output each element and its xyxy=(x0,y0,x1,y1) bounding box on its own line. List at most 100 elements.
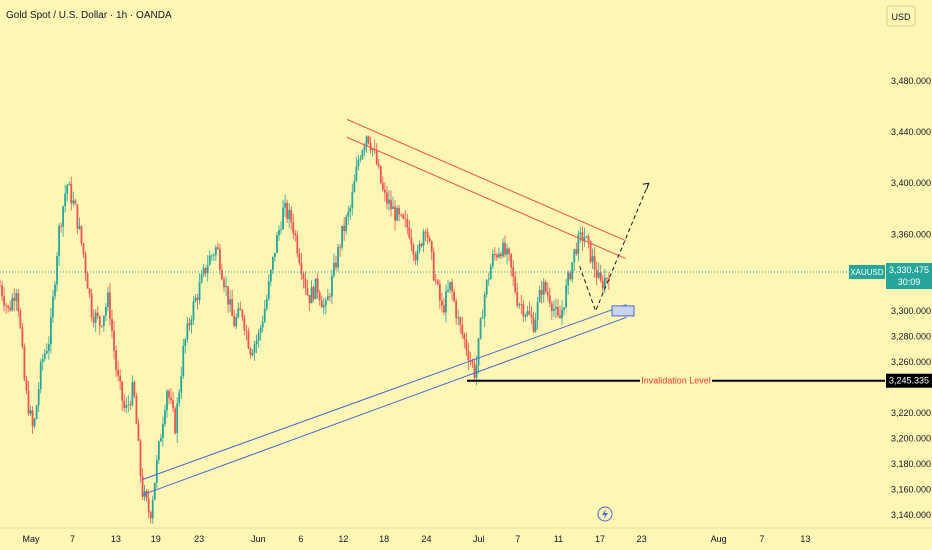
candle-body xyxy=(326,296,329,301)
candle-body xyxy=(107,292,109,308)
candle-body xyxy=(88,288,91,294)
candle-body xyxy=(479,318,482,339)
candle-body xyxy=(324,300,327,306)
lightning-icon[interactable] xyxy=(597,506,613,522)
candle-body xyxy=(410,237,413,245)
candle-body xyxy=(475,365,478,378)
candle-body xyxy=(288,210,291,220)
candle-body xyxy=(278,229,280,236)
candle-body xyxy=(349,207,352,212)
candle-body xyxy=(223,279,225,288)
candle-body xyxy=(153,482,156,500)
time-tick-label: 7 xyxy=(70,534,75,544)
candles-group xyxy=(0,135,610,524)
candle-body xyxy=(457,317,460,319)
candle-body xyxy=(245,330,248,332)
candle-body xyxy=(64,193,67,207)
candle-body xyxy=(0,285,1,287)
candle-body xyxy=(524,315,527,317)
candle-body xyxy=(536,302,539,320)
candle-body xyxy=(518,304,521,306)
time-tick-label: 24 xyxy=(422,534,432,544)
candle-body xyxy=(302,273,305,279)
projection-path[interactable] xyxy=(579,183,650,313)
target-zone-box[interactable] xyxy=(611,305,635,317)
candle-body xyxy=(328,296,331,297)
candle-body xyxy=(231,299,234,317)
candle-body xyxy=(78,226,81,229)
candle-body xyxy=(137,423,140,441)
candle-body xyxy=(9,307,12,311)
candle-body xyxy=(96,312,99,317)
candle-body xyxy=(247,331,250,349)
candle-body xyxy=(449,281,451,290)
candle-body xyxy=(440,300,443,306)
candle-body xyxy=(483,294,486,318)
candle-body xyxy=(23,346,26,380)
candle-body xyxy=(603,277,606,289)
candle-body xyxy=(13,297,16,301)
candle-body xyxy=(210,255,213,257)
candle-body xyxy=(599,272,602,281)
candle-body xyxy=(310,287,313,304)
invalidation-value-tag-bg xyxy=(886,373,932,388)
candle-body xyxy=(532,317,535,332)
candle-body xyxy=(398,207,401,215)
currency-button[interactable] xyxy=(886,5,916,27)
candle-body xyxy=(388,199,390,204)
candle-body xyxy=(265,298,268,309)
candle-body xyxy=(102,315,105,326)
candle-body xyxy=(555,307,557,309)
candle-body xyxy=(194,297,197,302)
candle-body xyxy=(208,255,211,266)
candle-body xyxy=(1,285,3,297)
candle-body xyxy=(400,214,403,216)
candle-body xyxy=(255,340,258,345)
candle-body xyxy=(192,301,195,320)
resistance-trendline-lower[interactable] xyxy=(346,136,626,260)
price-tick-label: 3,280.000 xyxy=(891,331,931,341)
candle-body xyxy=(92,317,95,323)
price-tick-label: 3,160.000 xyxy=(891,485,931,495)
candle-body xyxy=(243,317,246,331)
candle-body xyxy=(381,183,384,190)
support-trendline-lower[interactable] xyxy=(142,316,627,496)
candle-body xyxy=(534,319,537,332)
candle-body xyxy=(526,311,529,316)
candle-body xyxy=(432,251,435,281)
candle-body xyxy=(162,424,164,438)
candle-body xyxy=(135,395,138,424)
candle-body xyxy=(76,204,79,229)
candle-body xyxy=(86,272,89,289)
candle-body xyxy=(406,219,409,228)
support-trendline-upper[interactable] xyxy=(142,304,627,480)
candle-body xyxy=(125,405,128,408)
candle-body xyxy=(182,346,185,377)
candle-body xyxy=(351,192,354,208)
candle-body xyxy=(298,253,301,263)
candle-body xyxy=(424,231,427,233)
candle-body xyxy=(557,307,559,316)
resistance-trendline-upper[interactable] xyxy=(346,118,626,242)
candle-body xyxy=(510,253,513,268)
candle-body xyxy=(19,311,22,328)
candle-body xyxy=(214,247,217,256)
candle-body xyxy=(147,498,150,513)
candle-body xyxy=(159,437,162,442)
candle-body xyxy=(418,243,421,251)
candle-body xyxy=(392,206,394,210)
candle-body xyxy=(33,418,36,427)
candle-body xyxy=(300,262,303,274)
candle-body xyxy=(100,325,103,327)
current-price-tag: XAUUSD 3,330.475 30:09 xyxy=(849,263,932,290)
candle-body xyxy=(538,290,541,303)
candle-body xyxy=(202,267,205,275)
candle-body xyxy=(322,305,325,308)
candle-body xyxy=(7,305,10,308)
candle-body xyxy=(123,400,126,408)
bar-countdown: 30:09 xyxy=(898,277,921,287)
candle-body xyxy=(31,410,34,427)
candle-body xyxy=(359,158,362,160)
candle-body xyxy=(113,330,115,351)
